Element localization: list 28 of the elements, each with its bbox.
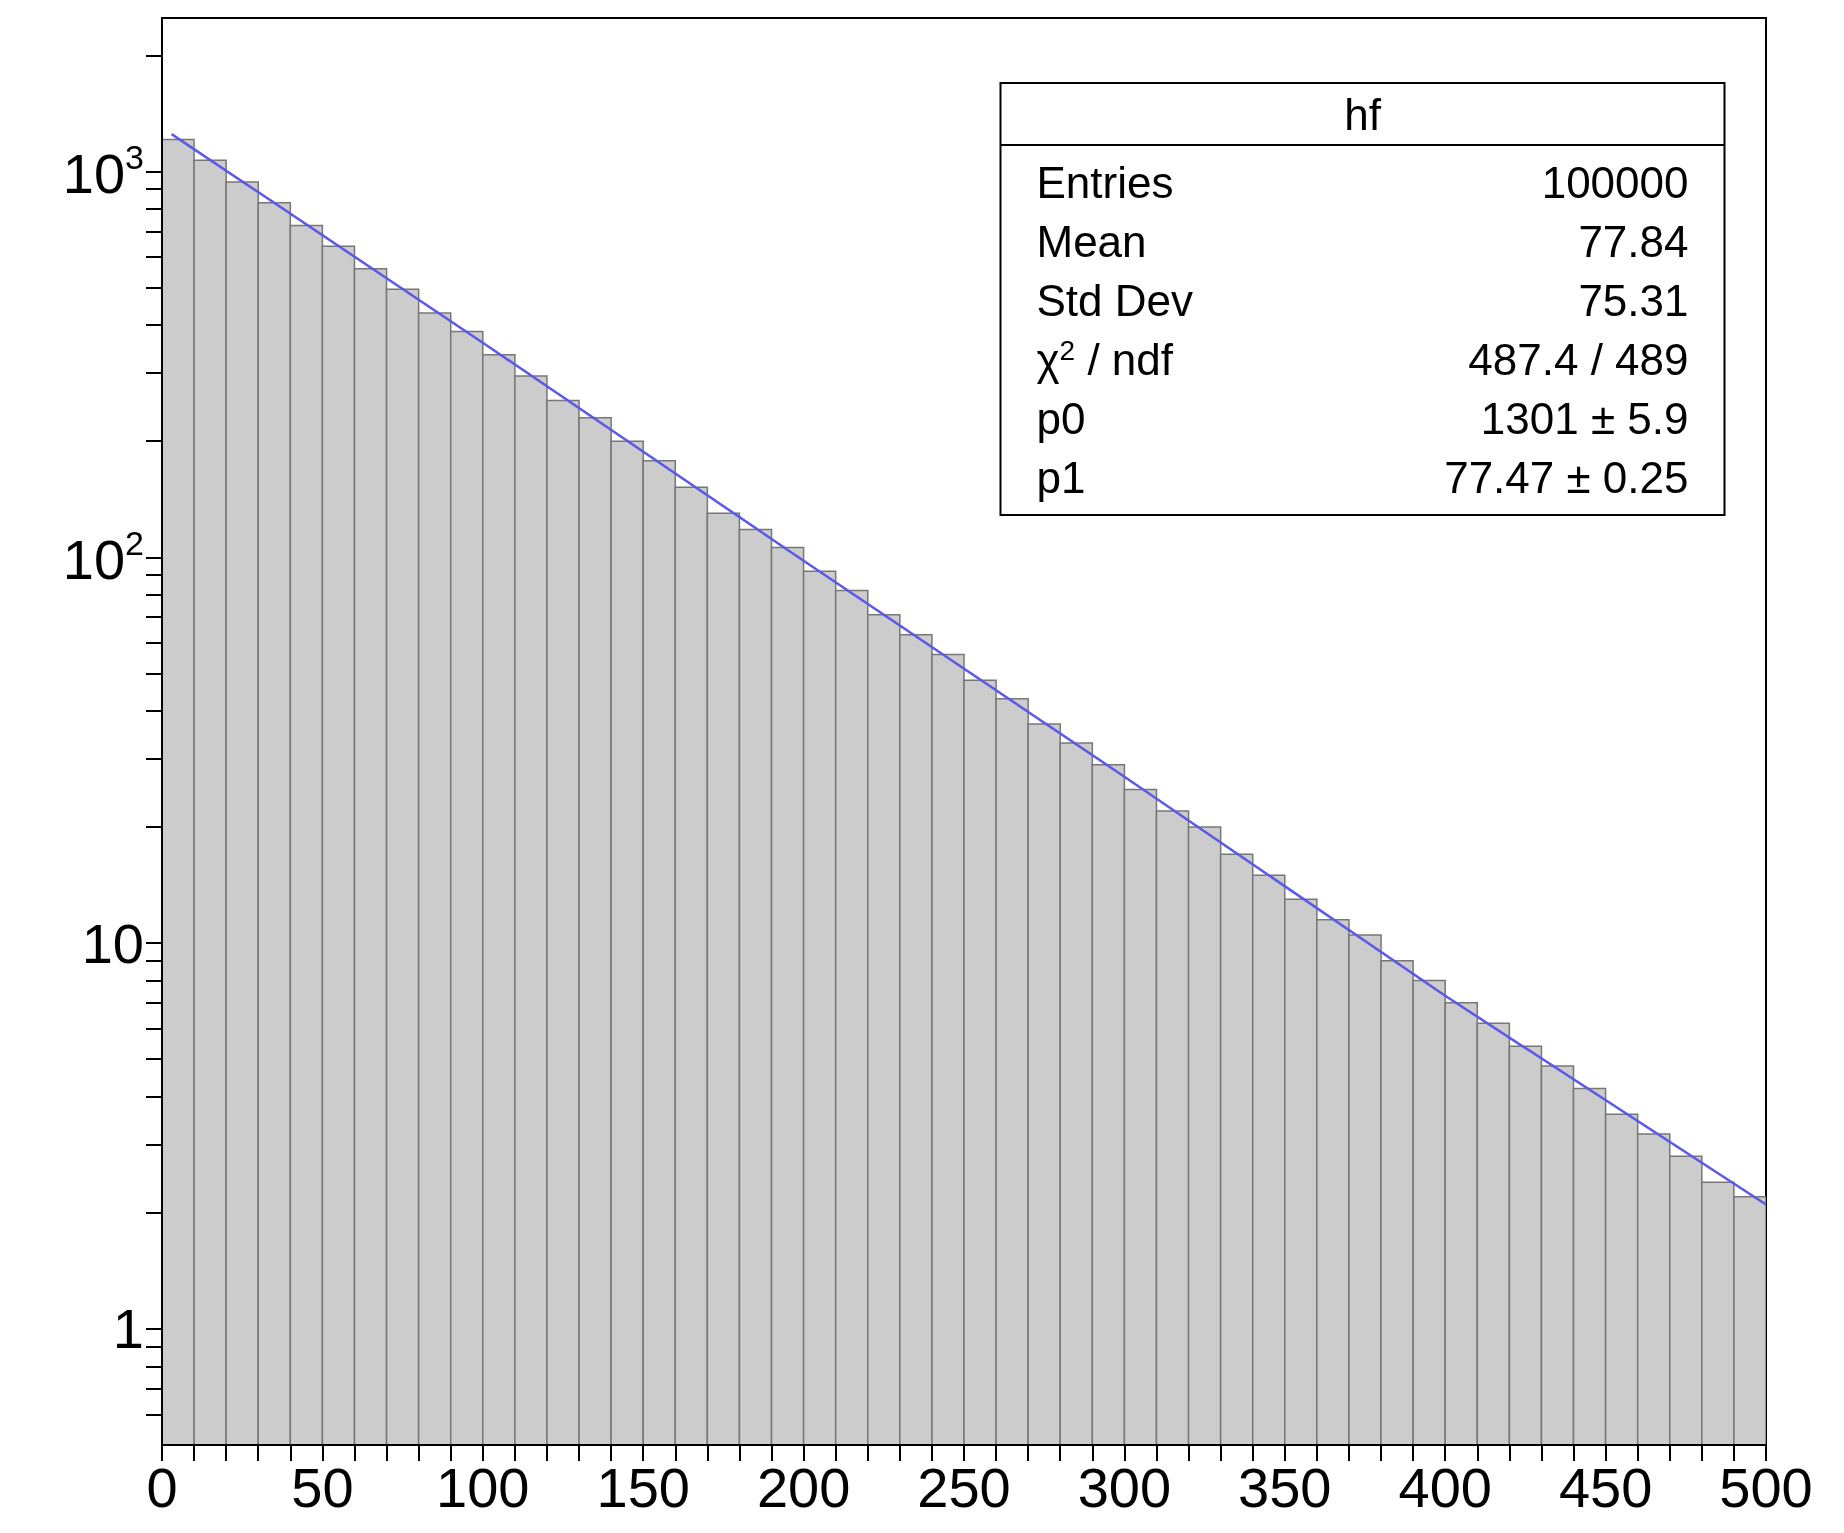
x-tick-label: 300 [1077,1455,1172,1519]
x-tick-label: 0 [146,1455,178,1519]
x-tick-label: 400 [1398,1455,1492,1519]
x-tick-label: 100 [436,1455,530,1519]
x-tick-label: 250 [917,1455,1011,1519]
annotation: 1301 ± 5.9 [1480,394,1689,443]
x-tick-label: 450 [1558,1455,1653,1519]
y-tick-label: 10$^{2}$ [62,523,144,593]
line-series [170,132,1768,1206]
x-tick-label: 350 [1238,1455,1332,1519]
annotation: 77.84 [1578,217,1689,266]
y-tick-label: 1 [112,1296,144,1363]
annotation: 100000 [1541,158,1689,207]
annotation: 75.31 [1578,276,1689,325]
annotation: 487.4 / 489 [1468,335,1689,384]
y-tick-label: 10 [81,910,144,977]
x-tick-label: 150 [596,1455,690,1519]
annotation: p1 [1036,453,1086,502]
annotation: Mean [1036,217,1147,266]
x-tick-label: 200 [756,1455,851,1519]
x-tick-label: 500 [1719,1455,1813,1519]
x-tick-label: 50 [291,1455,354,1519]
y-tick-label: 10$^{3}$ [62,138,144,207]
annotation: hf [1344,89,1382,139]
annotation: Entries [1036,158,1174,207]
annotation: 77.47 ± 0.25 [1444,453,1689,502]
annotation: Std Dev [1036,276,1194,325]
annotation: p0 [1036,394,1086,443]
